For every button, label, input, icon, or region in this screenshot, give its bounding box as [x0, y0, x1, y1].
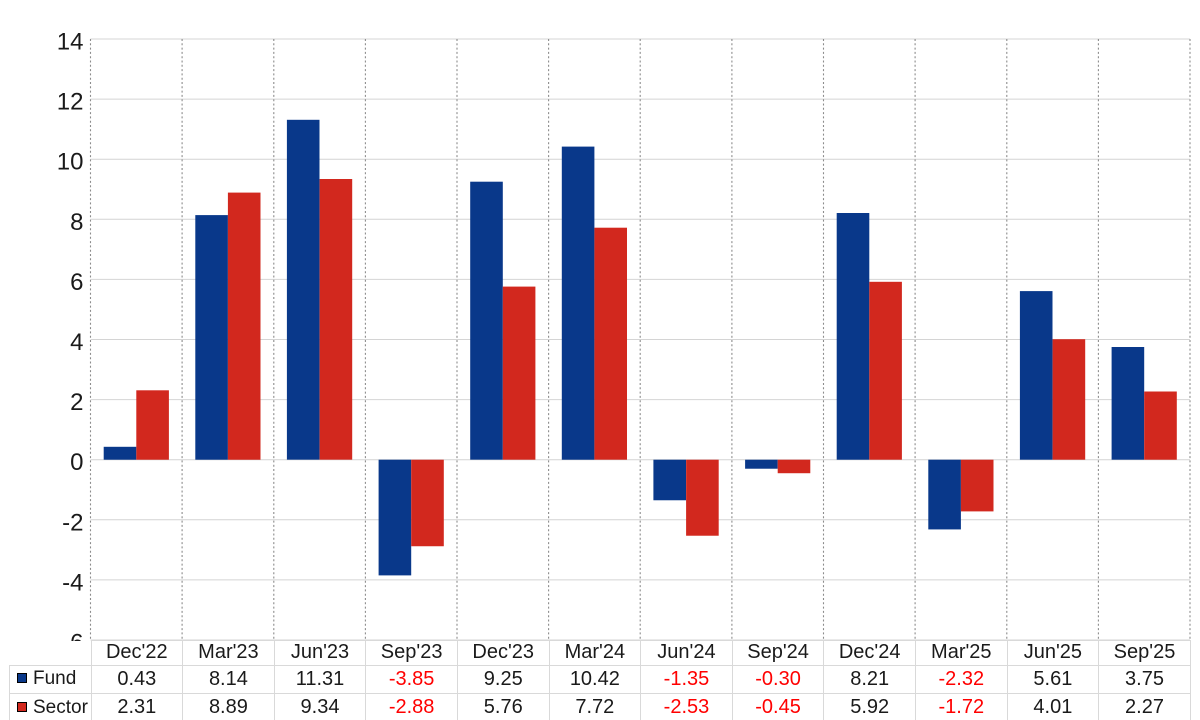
svg-text:14: 14: [57, 29, 84, 56]
svg-text:-4: -4: [62, 569, 83, 596]
svg-text:-2: -2: [62, 509, 83, 536]
svg-text:6: 6: [70, 269, 83, 296]
svg-text:0: 0: [70, 449, 83, 476]
svg-text:4: 4: [70, 329, 83, 356]
svg-text:2: 2: [70, 389, 83, 416]
svg-text:10: 10: [57, 149, 84, 176]
svg-text:12: 12: [57, 89, 84, 116]
svg-text:8: 8: [70, 209, 83, 236]
